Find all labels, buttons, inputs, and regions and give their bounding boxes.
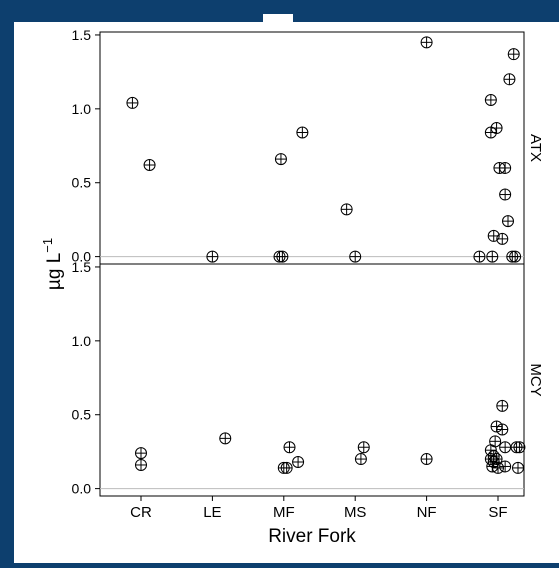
data-point	[354, 453, 367, 466]
labels-layer: River Fork µg L−1	[40, 238, 356, 547]
data-point	[507, 48, 520, 61]
data-point	[484, 93, 497, 106]
data-point	[499, 161, 512, 174]
data-point	[496, 232, 509, 245]
facet-label-group: ATX	[527, 134, 544, 162]
chart-canvas: 0.0 0.5 1.0 1.5 ATX 0.0 0.5 1.0 1.5 MCY CR LE MF MS NF…	[14, 22, 559, 563]
data-point	[283, 441, 296, 454]
data-point	[473, 250, 486, 263]
x-tick-label: MF	[273, 504, 295, 521]
data-point	[499, 460, 512, 473]
x-tick-label: SF	[488, 504, 507, 521]
data-point	[499, 188, 512, 201]
y-axis-title-main: µg L	[44, 253, 65, 290]
data-point	[501, 215, 514, 228]
data-point	[206, 250, 219, 263]
top-frame-mark	[263, 14, 293, 22]
data-point	[292, 456, 305, 469]
x-tick-label: CR	[130, 504, 152, 521]
y-tick-label: 0.5	[72, 407, 92, 423]
y-axis-title: µg L−1	[40, 238, 65, 290]
data-point	[280, 461, 293, 474]
data-point	[135, 458, 147, 471]
data-point	[492, 461, 504, 474]
data-point	[135, 447, 147, 460]
data-point	[511, 461, 524, 474]
data-point	[126, 96, 139, 109]
y-tick-label: 0.0	[72, 249, 92, 265]
data-point	[349, 250, 362, 263]
x-tick-label: LE	[203, 504, 221, 521]
panel-frame	[99, 31, 525, 265]
y-tick-label: 0.5	[72, 175, 92, 191]
data-point	[219, 432, 232, 445]
y-tick-label: 1.5	[72, 27, 92, 43]
svg-text:µg L−1: µg L−1	[40, 238, 65, 290]
data-point	[509, 250, 522, 263]
data-point	[340, 203, 353, 216]
y-tick-label: 1.0	[72, 101, 92, 117]
data-point	[274, 153, 287, 166]
data-point	[513, 441, 526, 454]
data-point	[420, 453, 433, 466]
data-point	[486, 250, 499, 263]
data-point	[496, 399, 509, 412]
y-tick-label: 1.0	[72, 333, 92, 349]
data-point	[143, 158, 156, 171]
data-point	[499, 441, 512, 454]
x-tick-label: NF	[417, 504, 437, 521]
y-axis-title-superscript: −1	[40, 238, 55, 253]
data-point	[357, 441, 370, 454]
x-tick-label: MS	[344, 504, 367, 521]
x-axis-title: River Fork	[268, 526, 356, 547]
y-tick-label: 0.0	[72, 481, 92, 497]
data-point	[503, 73, 516, 86]
data-point	[276, 250, 289, 263]
data-point	[296, 126, 309, 139]
scatter-chart: 0.0 0.5 1.0 1.5 ATX 0.0 0.5 1.0 1.5 MCY CR LE MF MS NF…	[40, 27, 544, 547]
facet-label-group: MCY	[527, 363, 544, 396]
panel-frame	[99, 263, 525, 497]
data-point	[420, 36, 433, 49]
data-point	[490, 122, 503, 135]
facet-label: ATX	[527, 134, 544, 162]
axes-layer: 0.0 0.5 1.0 1.5 ATX 0.0 0.5 1.0 1.5 MCY CR LE MF MS NF…	[72, 27, 544, 521]
y-tick-label: 1.5	[72, 259, 92, 275]
data-point	[496, 423, 509, 436]
facet-label: MCY	[527, 363, 544, 396]
top-frame-bar	[0, 0, 559, 22]
marks-layer	[126, 36, 526, 474]
